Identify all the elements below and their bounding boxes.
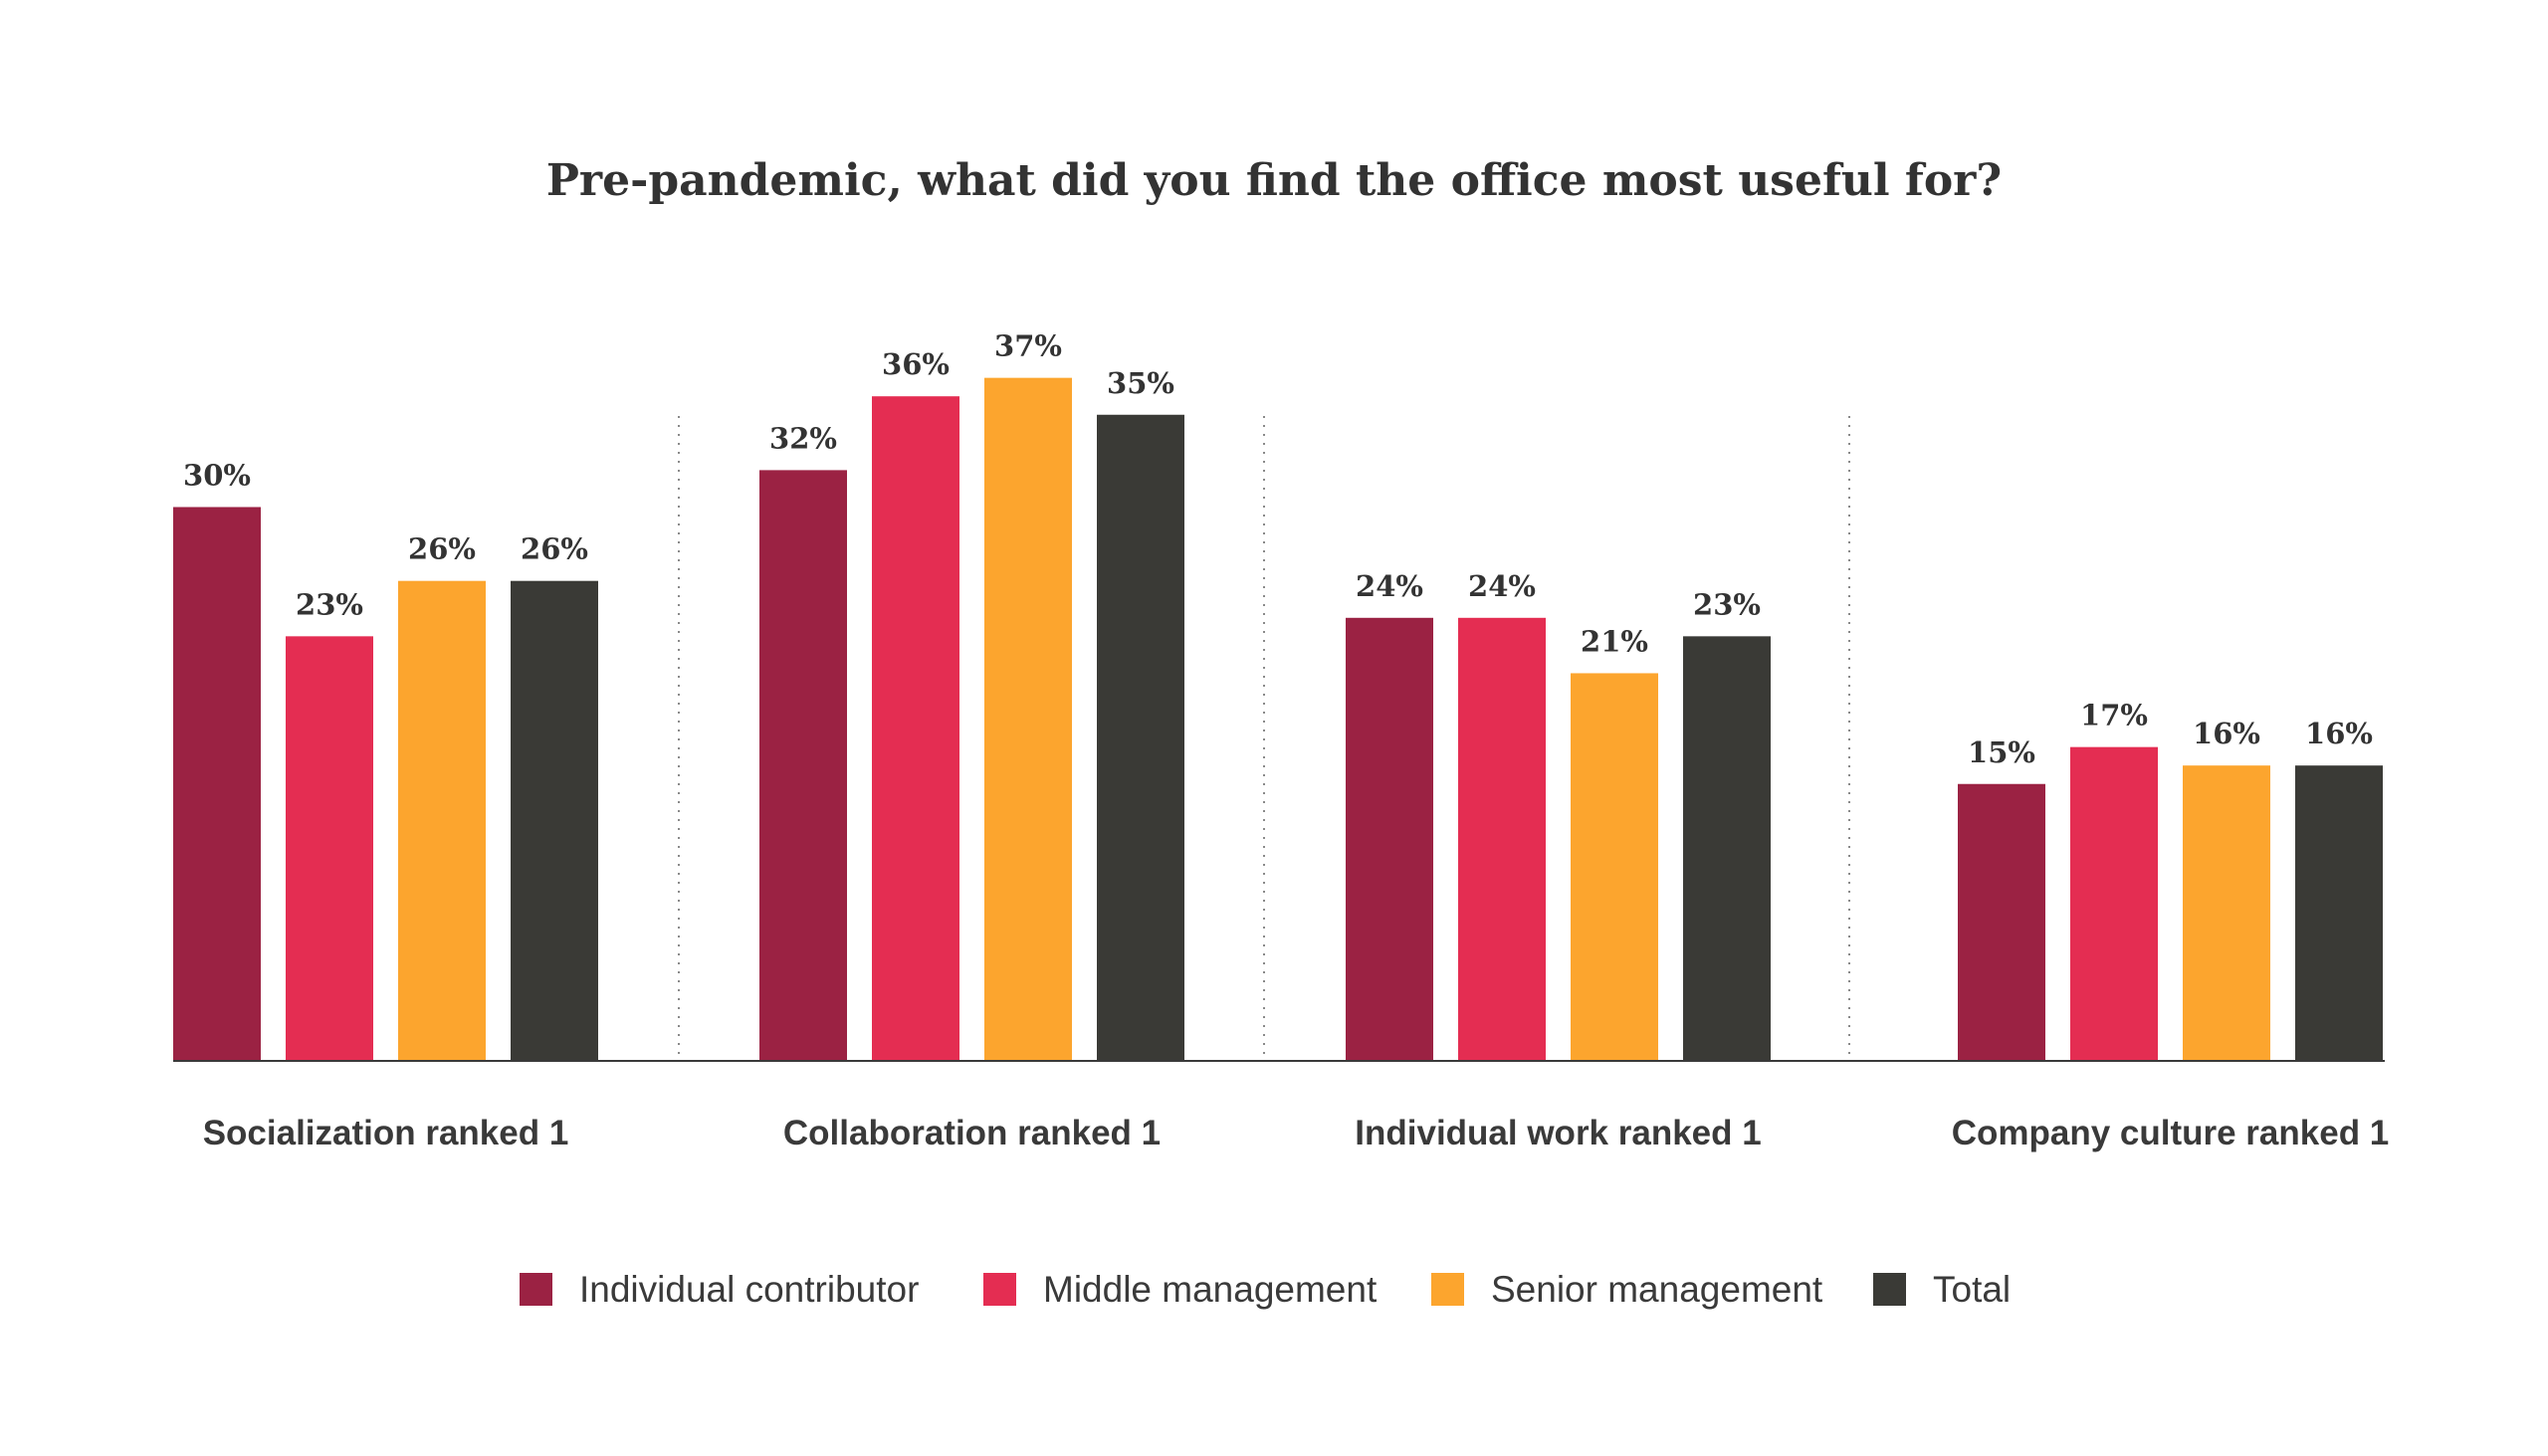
value-label: 37% xyxy=(994,329,1062,363)
bar-company-culture-ranked-1-total xyxy=(2295,765,2383,1061)
bar-socialization-ranked-1-total xyxy=(511,580,598,1061)
value-label: 16% xyxy=(2193,717,2260,750)
legend-swatch-individual-contributor xyxy=(520,1273,552,1306)
value-label: 30% xyxy=(183,459,251,493)
bar-socialization-ranked-1-individual-contributor xyxy=(173,507,261,1061)
value-label: 24% xyxy=(1356,569,1423,603)
bar-collaboration-ranked-1-individual-contributor xyxy=(759,470,847,1061)
value-label: 35% xyxy=(1107,366,1174,400)
value-label: 32% xyxy=(769,421,837,455)
value-label: 21% xyxy=(1581,624,1648,658)
bar-individual-work-ranked-1-individual-contributor xyxy=(1346,617,1433,1061)
category-label: Collaboration ranked 1 xyxy=(783,1114,1161,1152)
legend-label-total: Total xyxy=(1933,1269,2011,1310)
value-label: 36% xyxy=(882,347,950,381)
category-labels: Socialization ranked 1 Collaboration rank… xyxy=(203,1114,2390,1152)
bar-socialization-ranked-1-middle-management xyxy=(286,636,373,1061)
value-label: 26% xyxy=(408,532,476,566)
value-labels: 30% 23% 26% 26% 32% 36% 37% 35% 24% 24% 21% 23% 15% 1… xyxy=(183,329,2373,769)
legend-label-middle-management: Middle management xyxy=(1043,1269,1378,1310)
legend-swatch-middle-management xyxy=(983,1273,1016,1306)
value-label: 23% xyxy=(1693,587,1761,621)
value-label: 17% xyxy=(2080,699,2148,732)
legend: Individual contributor Middle management S… xyxy=(520,1269,2011,1310)
bar-individual-work-ranked-1-senior-management xyxy=(1571,673,1658,1061)
value-label: 16% xyxy=(2305,717,2373,750)
chart-title: Pre-pandemic, what did you find the offi… xyxy=(546,155,2002,206)
bar-company-culture-ranked-1-individual-contributor xyxy=(1958,783,2045,1061)
bar-company-culture-ranked-1-senior-management xyxy=(2183,765,2270,1061)
category-label: Company culture ranked 1 xyxy=(1952,1114,2390,1152)
bar-individual-work-ranked-1-total xyxy=(1683,636,1771,1061)
legend-swatch-total xyxy=(1873,1273,1906,1306)
bar-individual-work-ranked-1-middle-management xyxy=(1458,617,1546,1061)
bar-collaboration-ranked-1-middle-management xyxy=(872,396,959,1061)
bar-socialization-ranked-1-senior-management xyxy=(398,580,486,1061)
value-label: 26% xyxy=(521,532,588,566)
legend-label-individual-contributor: Individual contributor xyxy=(579,1269,919,1310)
group-separators xyxy=(678,416,1850,1061)
value-label: 24% xyxy=(1468,569,1536,603)
bar-collaboration-ranked-1-senior-management xyxy=(984,377,1072,1061)
bar-collaboration-ranked-1-total xyxy=(1097,414,1184,1061)
bars xyxy=(173,377,2383,1061)
value-label: 23% xyxy=(296,587,363,621)
legend-label-senior-management: Senior management xyxy=(1491,1269,1823,1310)
category-label: Individual work ranked 1 xyxy=(1355,1114,1761,1152)
category-label: Socialization ranked 1 xyxy=(203,1114,569,1152)
legend-swatch-senior-management xyxy=(1431,1273,1464,1306)
value-label: 15% xyxy=(1968,735,2035,769)
bar-company-culture-ranked-1-middle-management xyxy=(2070,746,2158,1061)
